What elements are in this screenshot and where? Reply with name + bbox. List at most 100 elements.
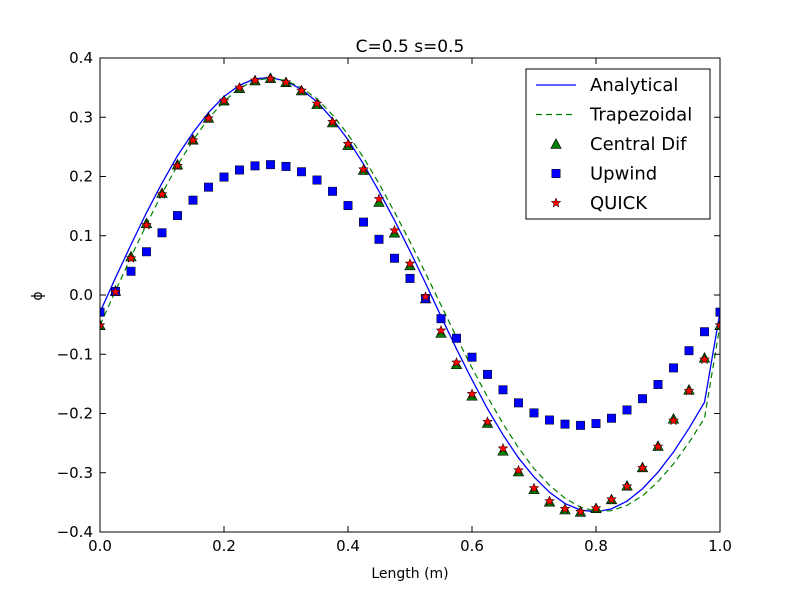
- series-upwind-point: [126, 266, 136, 276]
- series-quick-point: [156, 188, 168, 199]
- series-upwind-point: [235, 165, 244, 175]
- series-upwind-point: [452, 333, 461, 343]
- series-quick-point: [637, 462, 648, 473]
- series-quick-point: [218, 94, 230, 106]
- chart-title: C=0.5 s=0.5: [356, 37, 465, 57]
- series-quick-point: [373, 193, 385, 204]
- series-quick-point: [683, 385, 695, 396]
- series-upwind-point: [653, 380, 663, 389]
- y-tick-label: −0.2: [57, 405, 93, 423]
- y-tick-label: −0.4: [57, 523, 93, 541]
- series-quick-point: [590, 502, 602, 513]
- y-tick-label: 0.0: [69, 286, 93, 304]
- y-tick-label: 0.2: [69, 168, 93, 186]
- x-tick-label: 0.8: [584, 537, 608, 555]
- series-quick-point: [342, 138, 354, 149]
- y-tick-label: 0.1: [69, 227, 93, 245]
- series-quick-point: [125, 252, 137, 263]
- legend-swatch-central-dif: [550, 138, 562, 149]
- series-quick-point: [652, 440, 664, 452]
- legend-label-upwind: Upwind: [590, 164, 657, 185]
- series-quick-point: [559, 503, 571, 514]
- series-quick-point: [451, 356, 462, 368]
- series-quick-point: [234, 81, 245, 93]
- legend-swatch-upwind: [551, 169, 561, 178]
- series-quick-point: [420, 291, 431, 302]
- legend-label-quick: QUICK: [590, 193, 648, 214]
- series-analytical-line: [100, 76, 720, 513]
- y-tick-label: 0.3: [69, 108, 93, 126]
- series-quick-point: [528, 482, 540, 493]
- series-upwind-point: [266, 160, 275, 170]
- series-quick-point: [249, 74, 261, 86]
- y-tick-label: 0.4: [69, 49, 93, 67]
- series-upwind-point: [669, 363, 678, 373]
- legend-label-trapezoidal: Trapezoidal: [589, 105, 692, 126]
- series-upwind-point: [173, 211, 182, 221]
- series-upwind-point: [250, 161, 260, 171]
- series-quick-point: [389, 224, 400, 236]
- series-upwind-point: [281, 161, 291, 171]
- axes: 0.0 0.2 0.4 0.6 0.8 1.0 −0.4 −0.3 −0.2 −0.1 0.0 0.1…: [57, 49, 732, 555]
- series-upwind-point: [297, 167, 306, 177]
- series-quick-point: [575, 506, 586, 517]
- legend-label-analytical: Analytical: [590, 75, 678, 96]
- series-upwind-point: [622, 405, 632, 415]
- series-quick-point: [482, 416, 493, 427]
- series-quick-point: [100, 319, 106, 330]
- legend: Analytical Trapezoidal Central Dif Upwind QU…: [525, 68, 711, 220]
- x-axis-label: Length (m): [371, 566, 448, 582]
- series-upwind-point: [374, 234, 384, 244]
- series-quick-point: [699, 353, 710, 365]
- series-upwind-point: [312, 175, 322, 185]
- series-upwind-point: [204, 182, 213, 192]
- series-upwind-point: [142, 247, 151, 257]
- series-upwind-point: [219, 172, 229, 182]
- series-upwind-point: [498, 385, 508, 395]
- series-quick-point: [621, 480, 633, 491]
- series-quick-point: [296, 84, 307, 96]
- plot-area: [100, 72, 720, 517]
- series-quick-point: [497, 442, 509, 454]
- series-quick-point: [544, 495, 555, 506]
- x-tick-label: 0.2: [212, 537, 236, 555]
- series-upwind-point: [436, 314, 446, 324]
- series-upwind-point: [514, 398, 523, 408]
- series-quick-point: [187, 134, 199, 145]
- series-upwind-point: [188, 195, 198, 205]
- series-upwind-point: [405, 273, 415, 283]
- series-quick-point: [435, 324, 447, 336]
- series-quick-point: [714, 319, 720, 330]
- series-upwind-point: [343, 201, 353, 210]
- series-upwind-point: [560, 419, 570, 429]
- series-quick-point: [280, 76, 292, 87]
- series-upwind-point: [157, 228, 167, 238]
- series-quick-point: [203, 112, 214, 124]
- series-upwind-point: [328, 186, 337, 196]
- y-tick-label: −0.3: [57, 464, 93, 482]
- x-tick-label: 1.0: [708, 537, 732, 555]
- series-quick-point: [466, 388, 478, 399]
- series-upwind-point: [467, 352, 477, 362]
- series-upwind-point: [700, 327, 709, 337]
- series-upwind-point: [591, 419, 601, 429]
- series-upwind-point: [638, 394, 647, 404]
- y-axis-label: ϕ: [30, 291, 46, 300]
- series-quick-point: [606, 493, 617, 505]
- series-quick-point: [172, 160, 183, 171]
- series-quick-point: [265, 73, 276, 84]
- series-upwind-point: [483, 369, 492, 379]
- series-quick-point: [358, 163, 369, 175]
- series-quick-point: [110, 286, 121, 297]
- series-quick-point: [141, 219, 152, 230]
- y-tick-label: −0.1: [57, 345, 93, 363]
- series-quick-point: [311, 97, 323, 109]
- series-trapezoidal-line: [100, 77, 720, 512]
- series-upwind-point: [390, 253, 399, 263]
- series-upwind-point: [529, 408, 539, 418]
- series-quick-point: [327, 116, 338, 127]
- legend-swatch-quick: [550, 197, 562, 208]
- series-quick-point: [668, 414, 679, 426]
- series-upwind-point: [576, 420, 585, 430]
